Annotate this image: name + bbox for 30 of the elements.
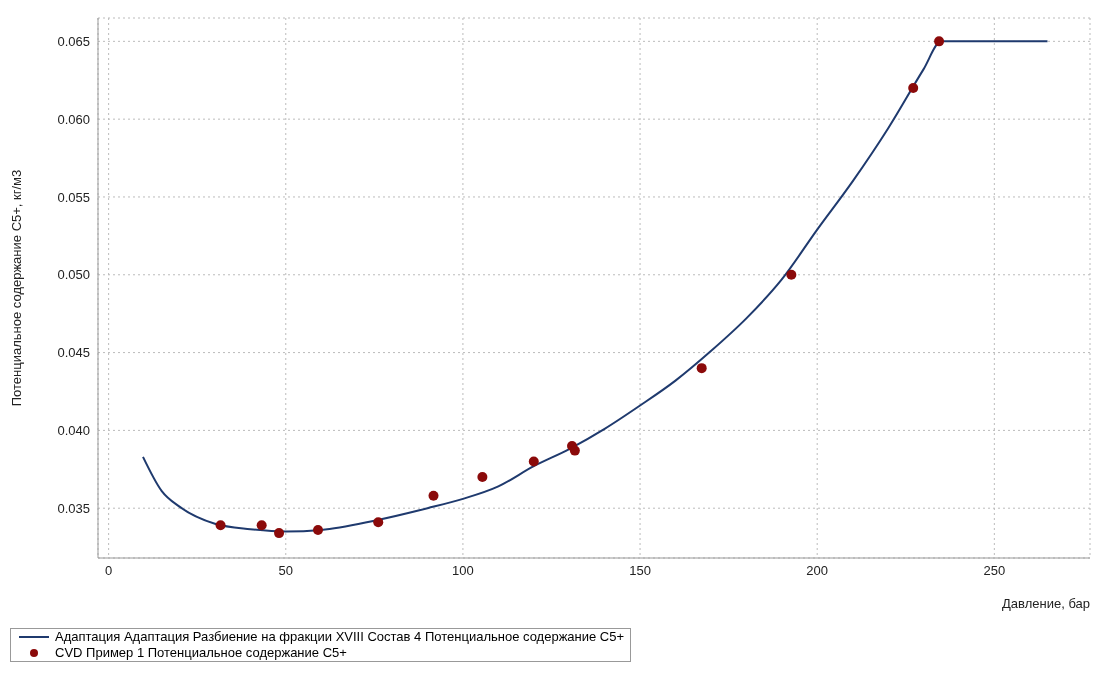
x-axis-title: Давление, бар xyxy=(1002,596,1090,611)
legend-label: Адаптация Адаптация Разбиение на фракции XVIII Состав 4 Потенциальное содержание C5+ xyxy=(55,629,625,645)
point xyxy=(934,36,945,47)
point xyxy=(373,517,384,528)
x-tick-label: 100 xyxy=(452,563,474,579)
point xyxy=(528,456,539,467)
y-tick-label: 0.055 xyxy=(57,189,90,205)
y-tick-label: 0.035 xyxy=(57,500,90,516)
point xyxy=(477,472,488,483)
x-tick-label: 50 xyxy=(278,563,294,579)
point xyxy=(274,528,285,539)
point xyxy=(428,490,439,501)
point xyxy=(696,363,707,374)
point xyxy=(215,520,226,531)
y-tick-label: 0.060 xyxy=(57,111,90,127)
x-tick-label: 250 xyxy=(983,563,1006,579)
point xyxy=(786,269,797,280)
x-tick-label: 0 xyxy=(105,563,113,579)
point xyxy=(569,445,580,456)
x-tick-label: 200 xyxy=(806,563,829,579)
y-tick-label: 0.045 xyxy=(57,345,90,361)
legend-label: CVD Пример 1 Потенциальное содержание C5+ xyxy=(55,645,347,661)
y-tick-label: 0.065 xyxy=(57,33,90,49)
y-axis-title: Потенциальное содержание C5+, кг/м3 xyxy=(8,169,24,407)
point xyxy=(313,524,324,535)
y-tick-label: 0.050 xyxy=(57,267,90,283)
point xyxy=(908,83,919,94)
point xyxy=(256,520,267,531)
x-tick-label: 150 xyxy=(629,563,651,579)
y-tick-label: 0.040 xyxy=(57,423,90,439)
